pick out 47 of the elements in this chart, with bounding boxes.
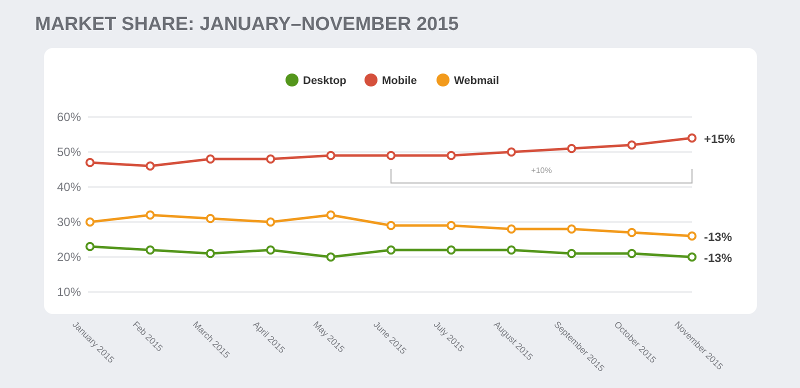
point — [206, 214, 215, 224]
point — [266, 217, 276, 227]
legend-label: Webmail — [454, 75, 500, 87]
legend-label: Desktop — [303, 75, 347, 87]
annotation: +15% — [704, 132, 736, 146]
y-tick-label: 20% — [56, 250, 82, 264]
point — [386, 150, 396, 160]
point — [326, 150, 336, 160]
y-tick-label: 30% — [56, 214, 82, 229]
point — [446, 150, 456, 160]
point — [326, 252, 336, 262]
point — [506, 147, 516, 157]
point — [146, 245, 155, 255]
y-tick-label: 50% — [56, 144, 82, 159]
point — [85, 217, 95, 227]
point — [85, 242, 95, 252]
point — [687, 252, 697, 262]
point — [386, 245, 396, 255]
chart-title: MARKET SHARE: JANUARY–NOVEMBER 2015 — [35, 14, 460, 35]
y-tick-label: 60% — [56, 110, 82, 124]
point — [687, 133, 697, 143]
point — [627, 248, 636, 258]
point — [146, 161, 155, 171]
point — [567, 144, 576, 154]
point — [567, 248, 576, 258]
annotation: -13% — [704, 230, 732, 244]
point — [146, 210, 155, 220]
point — [206, 154, 215, 164]
point — [687, 231, 697, 241]
point — [446, 245, 456, 255]
point — [506, 224, 516, 234]
point — [326, 210, 336, 220]
point — [446, 220, 456, 230]
y-tick-label: 40% — [56, 180, 82, 194]
point — [206, 248, 215, 258]
annotation: +10% — [531, 166, 552, 175]
annotation: -13% — [704, 251, 732, 265]
point — [85, 158, 95, 168]
point — [567, 224, 576, 234]
legend-label: Mobile — [382, 75, 417, 87]
point — [506, 245, 516, 255]
point — [627, 140, 636, 150]
point — [266, 154, 276, 164]
point — [266, 245, 276, 255]
y-tick-label: 10% — [56, 284, 82, 299]
point — [386, 220, 396, 230]
point — [627, 228, 636, 238]
